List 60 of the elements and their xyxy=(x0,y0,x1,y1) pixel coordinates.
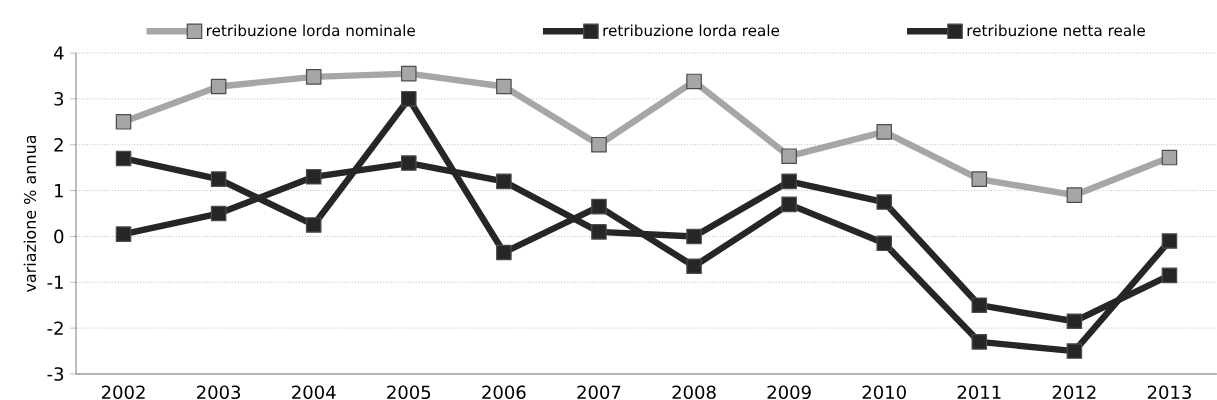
point xyxy=(781,173,797,190)
point xyxy=(400,155,417,171)
point xyxy=(876,124,893,140)
x-tick-label: 2013 xyxy=(1147,385,1191,400)
point xyxy=(1066,343,1083,359)
point xyxy=(971,171,988,187)
y-tick-label: 0 xyxy=(54,229,64,244)
x-tick-label: 2006 xyxy=(482,385,526,400)
point xyxy=(1161,267,1178,284)
point xyxy=(496,244,512,261)
y-tick-label: 1 xyxy=(55,184,63,198)
y-tick-label: -1 xyxy=(47,275,63,289)
point xyxy=(496,78,512,95)
point xyxy=(115,226,132,242)
legend-label: retribuzione lorda nominale xyxy=(207,24,415,37)
point xyxy=(686,258,702,275)
point xyxy=(971,297,988,314)
x-tick-label: 2012 xyxy=(1052,385,1096,400)
point xyxy=(305,217,322,233)
y-axis-title: variazione % annua xyxy=(23,135,37,293)
x-tick-label: 2004 xyxy=(292,385,336,400)
point xyxy=(210,205,227,222)
point xyxy=(686,228,702,245)
point xyxy=(876,235,893,252)
x-tick-label: 2010 xyxy=(862,385,906,400)
point xyxy=(496,173,512,190)
point xyxy=(210,171,227,187)
x-tick-label: 2008 xyxy=(672,385,716,400)
point xyxy=(971,334,988,350)
point xyxy=(400,65,417,82)
point xyxy=(400,91,417,107)
point xyxy=(876,194,893,210)
point xyxy=(1161,149,1178,166)
x-tick-label: 2009 xyxy=(767,385,811,400)
y-tick-label: -2 xyxy=(47,321,63,335)
point xyxy=(115,114,132,130)
x-tick-label: 2007 xyxy=(577,385,621,400)
x-tick-label: 2005 xyxy=(387,385,431,400)
point xyxy=(1066,313,1083,330)
legend-label: retribuzione netta reale xyxy=(967,24,1145,37)
point xyxy=(686,73,702,90)
point xyxy=(591,136,607,153)
legend-label: retribuzione lorda reale xyxy=(603,24,780,37)
point xyxy=(591,224,607,240)
point xyxy=(591,198,607,215)
x-tick-label: 2011 xyxy=(957,385,1001,400)
y-tick-label: 3 xyxy=(54,92,64,106)
point xyxy=(305,169,322,185)
point xyxy=(115,150,132,167)
point xyxy=(210,78,227,95)
point xyxy=(781,148,797,164)
point xyxy=(305,69,322,85)
y-tick-label: 4 xyxy=(53,46,64,60)
point xyxy=(1161,233,1178,249)
x-tick-label: 2003 xyxy=(197,385,241,400)
x-tick-label: 2002 xyxy=(101,385,145,400)
point xyxy=(1066,187,1083,203)
y-tick-label: 2 xyxy=(54,138,63,152)
y-tick-label: -3 xyxy=(47,367,64,381)
point xyxy=(781,196,797,213)
